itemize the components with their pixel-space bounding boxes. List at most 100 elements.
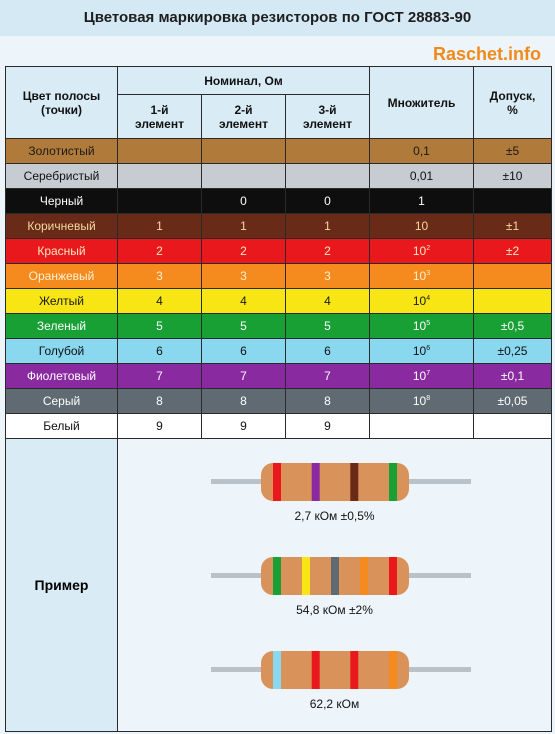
element-3-cell: 9	[284, 413, 371, 439]
resistor-graphic	[210, 651, 471, 689]
resistor-caption: 54,8 кОм ±2%	[296, 603, 373, 617]
resistor-example: 54,8 кОм ±2%	[118, 551, 551, 617]
color-name-cell: Оранжевый	[5, 263, 118, 289]
element-1-cell: 5	[117, 313, 202, 339]
element-1-cell: 9	[117, 413, 202, 439]
resistor-band	[301, 557, 310, 595]
element-2-cell: 3	[201, 263, 286, 289]
element-1-cell	[117, 188, 202, 214]
tolerance-cell: ±0,5	[473, 313, 553, 339]
color-name-cell: Белый	[5, 413, 118, 439]
resistor-area: 2,7 кОм ±0,5% 54,8 кОм ±2% 62,2 кОм	[118, 439, 552, 731]
color-name-cell: Золотистый	[5, 138, 118, 164]
multiplier-base: 10	[412, 369, 427, 383]
multiplier-base: 0,01	[409, 169, 434, 183]
header-nominal: Номинал, Ом	[116, 66, 371, 95]
element-3-cell: 7	[284, 363, 371, 389]
color-code-table: Цвет полосы (точки) Номинал, Ом Множител…	[5, 66, 553, 732]
example-resistors-cell: 2,7 кОм ±0,5% 54,8 кОм ±2% 62,2 кОм	[116, 438, 553, 732]
table-row: Голубой 6 6 6 106 ±0,25	[5, 338, 553, 364]
element-1-cell: 4	[117, 288, 202, 314]
multiplier-exponent: 2	[426, 245, 431, 252]
element-3-cell	[284, 163, 371, 189]
resistor-body	[260, 463, 409, 501]
resistor-band	[311, 463, 320, 501]
element-3-cell: 4	[284, 288, 371, 314]
tolerance-cell	[473, 288, 553, 314]
multiplier-cell: 102	[369, 238, 475, 264]
resistor-example: 62,2 кОм	[118, 645, 551, 711]
watermark: Raschet.info	[432, 44, 541, 64]
resistor-band	[272, 463, 281, 501]
element-1-cell	[117, 138, 202, 164]
color-name-cell: Желтый	[5, 288, 118, 314]
tolerance-cell	[473, 413, 553, 439]
element-1-cell: 6	[117, 338, 202, 364]
multiplier-exponent: 7	[426, 370, 431, 377]
header-element-2: 2-й элемент	[201, 94, 286, 139]
table-row: Фиолетовый 7 7 7 107 ±0,1	[5, 363, 553, 389]
tolerance-cell	[473, 263, 553, 289]
example-label: Пример	[34, 577, 89, 593]
element-1-cell: 3	[117, 263, 202, 289]
tolerance-cell	[473, 188, 553, 214]
color-name-cell: Голубой	[5, 338, 118, 364]
multiplier-cell	[369, 413, 475, 439]
color-name-cell: Фиолетовый	[5, 363, 118, 389]
resistor-band	[311, 651, 320, 689]
color-name-cell: Серебристый	[5, 163, 118, 189]
element-2-cell: 7	[201, 363, 286, 389]
tolerance-cell: ±10	[473, 163, 553, 189]
multiplier-exponent: 6	[426, 345, 431, 352]
resistor-band	[388, 463, 397, 501]
resistor-band	[272, 557, 281, 595]
resistor-band	[349, 651, 358, 689]
header-tolerance: Допуск, %	[473, 66, 553, 139]
table-row: Оранжевый 3 3 3 103	[5, 263, 553, 289]
tolerance-cell: ±5	[473, 138, 553, 164]
resistor-graphic	[210, 557, 471, 595]
multiplier-cell: 103	[369, 263, 475, 289]
color-name-cell: Коричневый	[5, 213, 118, 239]
resistor-caption: 62,2 кОм	[309, 697, 360, 711]
element-1-cell	[117, 163, 202, 189]
element-3-cell: 6	[284, 338, 371, 364]
header-element-3: 3-й элемент	[284, 94, 371, 139]
resistor-band	[388, 557, 397, 595]
element-2-cell: 1	[201, 213, 286, 239]
multiplier-base: 10	[412, 294, 427, 308]
tolerance-cell: ±2	[473, 238, 553, 264]
element-1-cell: 8	[117, 388, 202, 414]
header-element-1: 1-й элемент	[117, 94, 202, 139]
multiplier-cell: 104	[369, 288, 475, 314]
resistor-example: 2,7 кОм ±0,5%	[118, 457, 551, 523]
multiplier-base: 0,1	[413, 144, 430, 158]
tolerance-cell: ±0,05	[473, 388, 553, 414]
table-row: Черный 0 0 1	[5, 188, 553, 214]
multiplier-exponent: 8	[426, 395, 431, 402]
color-name-cell: Серый	[5, 388, 118, 414]
table-row: Белый 9 9 9	[5, 413, 553, 439]
multiplier-base: 10	[414, 219, 429, 233]
element-2-cell: 4	[201, 288, 286, 314]
element-3-cell: 3	[284, 263, 371, 289]
multiplier-base: 1	[418, 194, 425, 208]
multiplier-exponent: 5	[426, 320, 431, 327]
table-row: Зеленый 5 5 5 105 ±0,5	[5, 313, 553, 339]
page-title: Цветовая маркировка резисторов по ГОСТ 2…	[83, 9, 472, 26]
table-row: Коричневый 1 1 1 10 ±1	[5, 213, 553, 239]
color-name-cell: Черный	[5, 188, 118, 214]
tolerance-cell: ±0,1	[473, 363, 553, 389]
table-row: Красный 2 2 2 102 ±2	[5, 238, 553, 264]
element-2-cell: 9	[201, 413, 286, 439]
multiplier-exponent: 4	[426, 295, 431, 302]
multiplier-cell: 0,1	[369, 138, 475, 164]
resistor-graphic	[210, 463, 471, 501]
color-name-cell: Красный	[5, 238, 118, 264]
title-bar	[0, 0, 555, 36]
resistor-band	[272, 651, 281, 689]
header-multiplier: Множитель	[369, 66, 475, 139]
element-1-cell: 2	[117, 238, 202, 264]
element-2-cell: 5	[201, 313, 286, 339]
multiplier-base: 10	[412, 394, 427, 408]
